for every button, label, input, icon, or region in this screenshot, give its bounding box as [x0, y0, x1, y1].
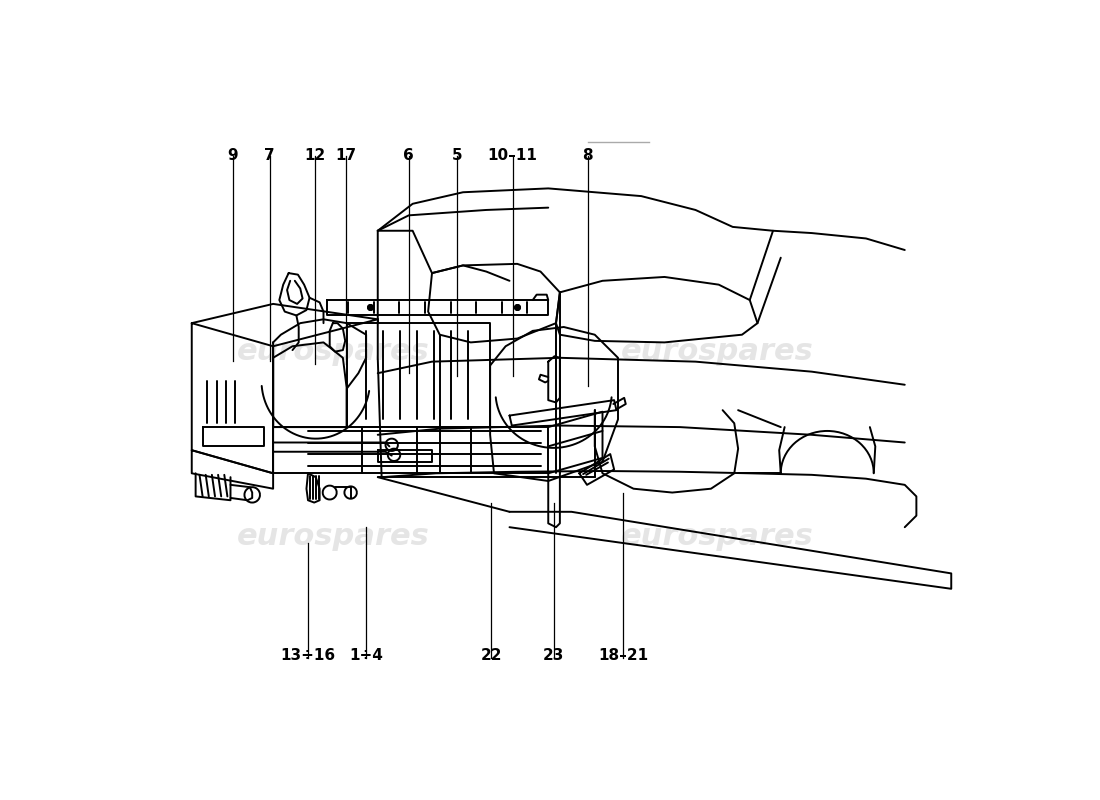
- Text: eurospares: eurospares: [238, 337, 430, 366]
- Text: 7: 7: [264, 148, 275, 163]
- Text: 1÷4: 1÷4: [349, 648, 383, 662]
- Text: 5: 5: [452, 148, 462, 163]
- Text: 22: 22: [481, 648, 502, 662]
- Text: eurospares: eurospares: [620, 522, 814, 551]
- Text: 23: 23: [542, 648, 564, 662]
- Text: 8: 8: [582, 148, 593, 163]
- Text: 12: 12: [305, 148, 326, 163]
- Text: 13÷16: 13÷16: [280, 648, 336, 662]
- Text: 18–21: 18–21: [598, 648, 649, 662]
- Text: eurospares: eurospares: [620, 337, 814, 366]
- Text: 10–11: 10–11: [487, 148, 538, 163]
- Text: eurospares: eurospares: [238, 522, 430, 551]
- Text: 9: 9: [228, 148, 239, 163]
- Text: 17: 17: [336, 148, 356, 163]
- Text: 6: 6: [404, 148, 414, 163]
